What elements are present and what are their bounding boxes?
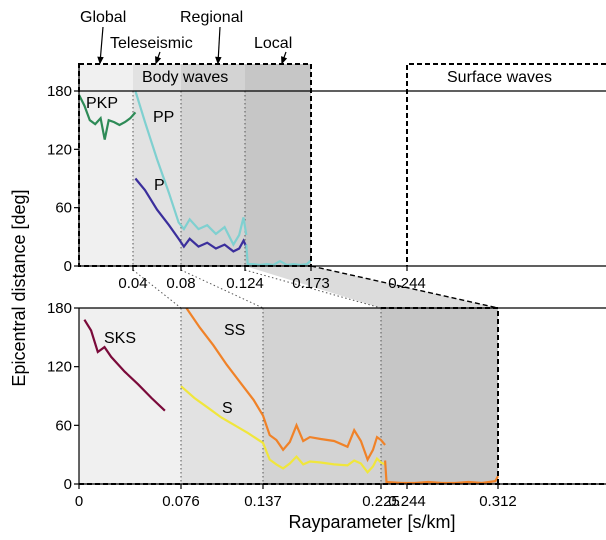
bottom-x-tick-label: 0 [75,493,83,510]
series-line-top [134,90,248,247]
top-shade-region [245,64,311,266]
body-waves-label: Body waves [142,69,228,86]
axes: 0 60 120 180 0 60 120 180 0.04 0.08 0.124 0.173 0.24… [47,66,606,510]
series-label-ss: SS [224,322,245,339]
local-arrow-head [281,56,288,65]
series-label-pkp: PKP [86,95,118,112]
series-line-top [245,244,312,267]
series-line-bottom [83,319,166,412]
top-shade-region [133,64,181,266]
x-axis-label: Rayparameter [s/km] [288,512,455,532]
top-y-tick-label: 180 [47,83,72,100]
projection-trapezoid [245,266,498,308]
series-label-s: S [222,400,233,417]
top-series-lines [78,90,312,267]
dotted-lines [132,91,499,484]
bottom-y-tick-label: 120 [47,359,72,376]
surface-waves-box [406,63,606,266]
top-y-tick-label: 120 [47,141,72,158]
bottom-y-tick-label: 0 [64,476,72,493]
series-label-p: P [154,177,165,194]
series-line-bottom [180,385,386,475]
labels: Global Teleseismic Regional Local Body w… [9,9,552,532]
top-x-tick-label: 0.08 [166,275,195,292]
top-shade-region [79,64,133,266]
connector-dotted-line [180,269,264,309]
bottom-x-tick-label: 0.244 [388,493,426,510]
projection-band [245,266,498,308]
series-line-top [134,177,248,253]
bottom-y-tick-label: 60 [55,417,72,434]
bottom-y-tick-label: 180 [47,300,72,317]
bottom-shading [79,308,498,484]
bottom-x-tick-label: 0.312 [479,493,517,510]
bottom-shade-region [381,308,498,484]
local-label: Local [254,35,292,52]
top-x-tick-label: 0.04 [118,275,147,292]
body-waves-box [78,63,312,267]
top-y-tick-label: 0 [64,258,72,275]
top-y-tick-label: 60 [55,200,72,217]
top-x-tick-label: 0.244 [388,275,426,292]
top-shading [79,64,311,266]
bottom-x-tick-label: 0.137 [244,493,282,510]
arrows [97,26,288,65]
global-label: Global [80,9,126,26]
bottom-shade-region [263,308,381,484]
regional-label: Regional [180,9,243,26]
global-arrow-head [97,56,104,65]
series-line-bottom [185,307,386,463]
y-axis-label: Epicentral distance [deg] [9,189,29,386]
top-shade-region [181,64,245,266]
series-line-top [78,94,137,140]
series-label-sks: SKS [104,330,136,347]
series-label-pp: PP [153,109,174,126]
bottom-x-tick-label: 0.076 [162,493,200,510]
teleseismic-arrow-head [155,56,162,65]
surface-waves-label: Surface waves [447,69,552,86]
top-x-tick-label: 0.124 [226,275,264,292]
bottom-shade-region [79,308,181,484]
top-x-tick-label: 0.173 [292,275,330,292]
teleseismic-label: Teleseismic [110,35,193,52]
bottom-x-tick-label: 0.225 [362,493,400,510]
regional-arrow-head [215,56,222,65]
